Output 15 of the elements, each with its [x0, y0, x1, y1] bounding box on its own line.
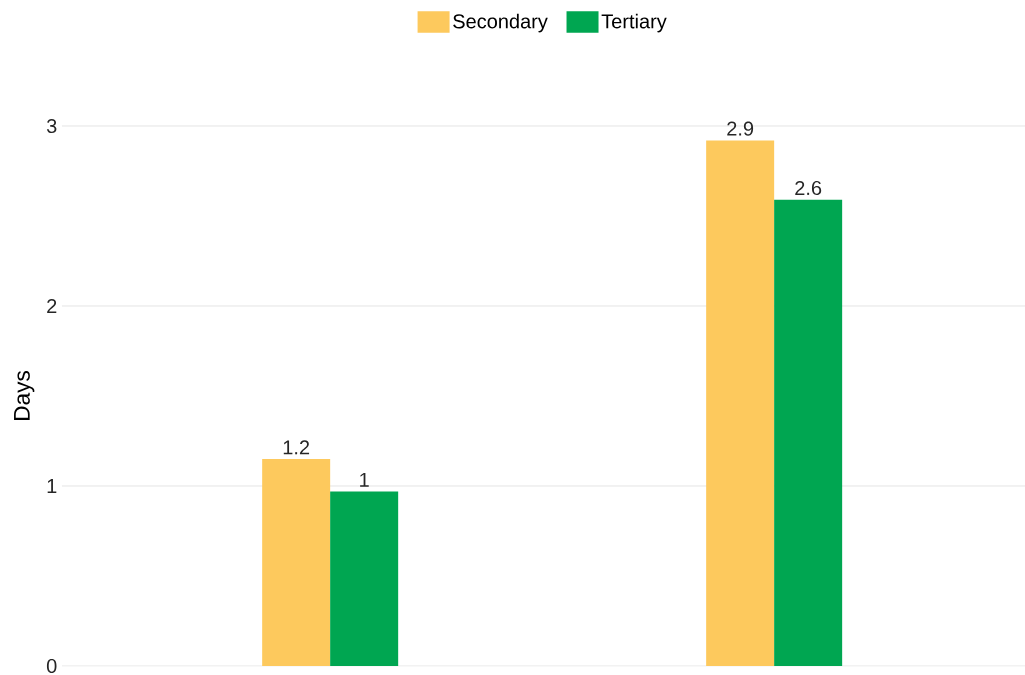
data-label: 1.2	[283, 440, 310, 455]
bar	[706, 140, 775, 666]
legend-label: Secondary	[453, 13, 548, 33]
legend-label: Tertiary	[601, 13, 667, 33]
y-axis-title: Days	[14, 371, 35, 420]
data-label: 2.9	[727, 121, 754, 136]
y-tick-label: 0	[46, 658, 57, 674]
y-tick-label: 3	[46, 118, 57, 134]
bar	[774, 199, 843, 666]
data-label: 2.6	[795, 180, 822, 196]
y-tick-label: 1	[47, 479, 57, 493]
data-label: 1	[360, 472, 369, 487]
bar	[330, 491, 399, 666]
bar	[262, 459, 331, 666]
y-tick-label: 2	[47, 299, 57, 313]
